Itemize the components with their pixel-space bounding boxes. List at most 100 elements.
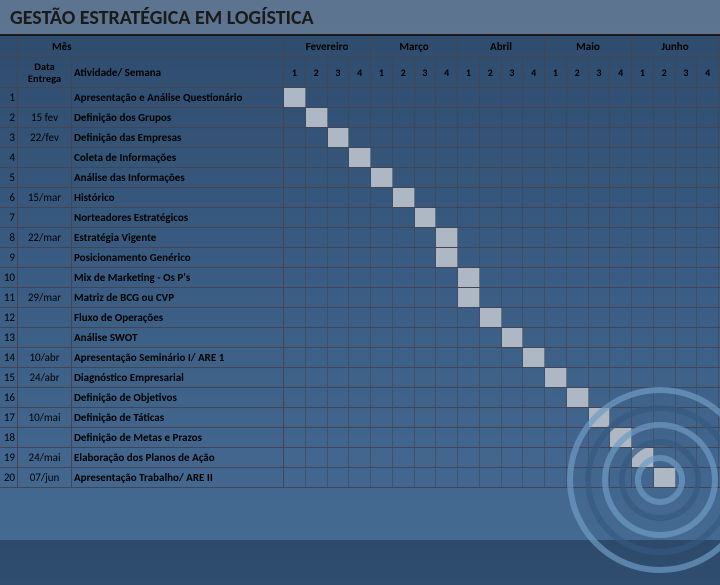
gantt-cell (436, 248, 458, 267)
gantt-cell (523, 348, 545, 367)
gantt-cell (371, 168, 393, 187)
gantt-cell (523, 308, 545, 327)
gantt-cell (436, 148, 458, 167)
gantt-cell (610, 448, 632, 467)
gantt-cell (393, 428, 415, 447)
gantt-cell (589, 448, 611, 467)
gantt-cell (654, 228, 676, 247)
activity-name: Coleta de Informações (72, 148, 284, 167)
delivery-date (18, 248, 72, 267)
week-header: 3 (589, 58, 611, 87)
week-header: 2 (306, 58, 328, 87)
gantt-cell (523, 208, 545, 227)
gantt-cell (610, 208, 632, 227)
gantt-cell (502, 388, 524, 407)
gantt-cell (545, 208, 567, 227)
gantt-cell (306, 308, 328, 327)
gantt-cell (545, 368, 567, 387)
activity-row: 215 fevDefinição dos Grupos (0, 108, 720, 128)
activity-name: Análise SWOT (72, 328, 284, 347)
month-header: Abril (458, 36, 545, 57)
gantt-cell (306, 448, 328, 467)
week-header: 1 (284, 58, 306, 87)
gantt-cell (371, 308, 393, 327)
gantt-cell (436, 428, 458, 447)
gantt-cell (632, 168, 654, 187)
gantt-cell (567, 168, 589, 187)
gantt-cell (632, 388, 654, 407)
activity-row: 5Análise das Informações (0, 168, 720, 188)
gantt-cell (502, 228, 524, 247)
gantt-cell (393, 188, 415, 207)
gantt-cell (567, 328, 589, 347)
gantt-cell (567, 428, 589, 447)
gantt-cell (371, 288, 393, 307)
gantt-cell (654, 408, 676, 427)
gantt-cell (610, 288, 632, 307)
gantt-cell (523, 368, 545, 387)
gantt-cell (610, 88, 632, 107)
row-number: 17 (0, 408, 18, 427)
gantt-cell (545, 108, 567, 127)
gantt-cell (502, 268, 524, 287)
row-number: 20 (0, 468, 18, 487)
gantt-cell (436, 188, 458, 207)
gantt-cell (458, 108, 480, 127)
gantt-cell (480, 348, 502, 367)
gantt-cell (436, 228, 458, 247)
gantt-cell (480, 228, 502, 247)
delivery-date: 29/mar (18, 288, 72, 307)
gantt-cell (523, 448, 545, 467)
gantt-cell (654, 388, 676, 407)
gantt-cell (458, 448, 480, 467)
gantt-cell (654, 148, 676, 167)
activity-name: Definição de Metas e Prazos (72, 428, 284, 447)
mes-label: Mês (18, 36, 284, 57)
activity-name: Histórico (72, 188, 284, 207)
gantt-cell (306, 388, 328, 407)
row-number: 19 (0, 448, 18, 467)
gantt-cell (480, 388, 502, 407)
gantt-cell (393, 268, 415, 287)
gantt-cell (458, 208, 480, 227)
gantt-cell (415, 468, 437, 487)
gantt-cell (349, 268, 371, 287)
gantt-cell (589, 168, 611, 187)
gantt-cell (697, 248, 719, 267)
gantt-cell (610, 388, 632, 407)
gantt-cell (306, 468, 328, 487)
gantt-cell (349, 468, 371, 487)
gantt-cell (306, 88, 328, 107)
gantt-cell (436, 448, 458, 467)
gantt-cell (697, 188, 719, 207)
row-number: 14 (0, 348, 18, 367)
gantt-cell (676, 448, 698, 467)
atividade-label: Atividade/ Semana (72, 58, 284, 87)
gantt-cell (393, 368, 415, 387)
gantt-cell (328, 208, 350, 227)
gantt-cell (654, 248, 676, 267)
gantt-cell (306, 248, 328, 267)
gantt-cell (284, 288, 306, 307)
gantt-cell (697, 128, 719, 147)
week-header: 4 (697, 58, 719, 87)
blank (0, 36, 18, 57)
activity-name: Apresentação Seminário I/ ARE 1 (72, 348, 284, 367)
gantt-cell (654, 188, 676, 207)
gantt-cell (371, 348, 393, 367)
gantt-cell (676, 328, 698, 347)
gantt-cell (545, 88, 567, 107)
gantt-cell (697, 208, 719, 227)
gantt-cell (697, 168, 719, 187)
gantt-cell (306, 228, 328, 247)
gantt-cell (697, 328, 719, 347)
gantt-cell (654, 428, 676, 447)
gantt-cell (284, 448, 306, 467)
gantt-cell (480, 188, 502, 207)
delivery-date (18, 148, 72, 167)
gantt-cell (328, 408, 350, 427)
gantt-cell (393, 108, 415, 127)
gantt-cell (371, 188, 393, 207)
row-number: 13 (0, 328, 18, 347)
week-header: 2 (480, 58, 502, 87)
